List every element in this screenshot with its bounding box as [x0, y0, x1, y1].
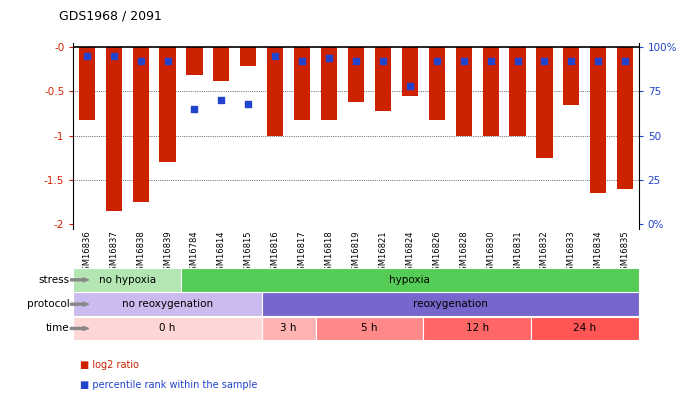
Text: GSM16838: GSM16838: [136, 231, 145, 277]
Text: GSM16784: GSM16784: [190, 231, 199, 276]
Point: [566, 58, 577, 64]
Bar: [375, 47, 391, 111]
Text: GSM16816: GSM16816: [271, 231, 280, 276]
Point: [485, 58, 496, 64]
Bar: [262, 292, 639, 316]
Text: reoxygenation: reoxygenation: [413, 299, 488, 309]
Bar: [240, 47, 256, 66]
Point: [297, 58, 308, 64]
Bar: [186, 47, 202, 75]
Text: hypoxia: hypoxia: [389, 275, 430, 285]
Bar: [429, 47, 445, 120]
Text: GSM16830: GSM16830: [486, 231, 495, 276]
Point: [162, 58, 173, 64]
Text: GSM16824: GSM16824: [406, 231, 415, 276]
Text: 3 h: 3 h: [281, 324, 297, 333]
Point: [216, 97, 227, 103]
Text: time: time: [46, 324, 70, 333]
Bar: [536, 47, 553, 158]
Text: GSM16828: GSM16828: [459, 231, 468, 276]
Bar: [456, 47, 472, 136]
Text: 24 h: 24 h: [573, 324, 596, 333]
Point: [404, 83, 415, 89]
Text: protocol: protocol: [27, 299, 70, 309]
Bar: [563, 47, 579, 104]
Bar: [73, 317, 262, 340]
Text: no reoxygenation: no reoxygenation: [122, 299, 213, 309]
Point: [323, 54, 334, 61]
Text: GSM16834: GSM16834: [594, 231, 603, 276]
Bar: [262, 317, 315, 340]
Text: GSM16836: GSM16836: [82, 231, 91, 277]
Bar: [510, 47, 526, 136]
Bar: [294, 47, 310, 120]
Bar: [73, 268, 181, 292]
Bar: [73, 292, 262, 316]
Bar: [482, 47, 498, 136]
Bar: [402, 47, 418, 96]
Text: GSM16831: GSM16831: [513, 231, 522, 276]
Point: [539, 58, 550, 64]
Point: [593, 58, 604, 64]
Bar: [159, 47, 176, 162]
Text: 12 h: 12 h: [466, 324, 489, 333]
Point: [512, 58, 523, 64]
Point: [243, 100, 254, 107]
Text: ■ percentile rank within the sample: ■ percentile rank within the sample: [80, 380, 258, 390]
Text: 5 h: 5 h: [361, 324, 378, 333]
Bar: [348, 47, 364, 102]
Point: [431, 58, 443, 64]
Text: GSM16819: GSM16819: [352, 231, 360, 276]
Bar: [423, 317, 531, 340]
Bar: [181, 268, 639, 292]
Bar: [214, 47, 230, 81]
Bar: [133, 47, 149, 202]
Text: GSM16814: GSM16814: [217, 231, 226, 276]
Bar: [321, 47, 337, 120]
Text: GSM16837: GSM16837: [109, 231, 118, 277]
Point: [620, 58, 631, 64]
Bar: [79, 47, 95, 120]
Bar: [105, 47, 121, 211]
Bar: [315, 317, 423, 340]
Point: [108, 53, 119, 59]
Point: [269, 53, 281, 59]
Text: no hypoxia: no hypoxia: [98, 275, 156, 285]
Text: GSM16833: GSM16833: [567, 231, 576, 277]
Text: 0 h: 0 h: [159, 324, 176, 333]
Point: [81, 53, 92, 59]
Text: GDS1968 / 2091: GDS1968 / 2091: [59, 9, 162, 22]
Text: stress: stress: [38, 275, 70, 285]
Text: GSM16839: GSM16839: [163, 231, 172, 276]
Text: GSM16817: GSM16817: [297, 231, 306, 276]
Text: GSM16818: GSM16818: [325, 231, 334, 276]
Text: ■ log2 ratio: ■ log2 ratio: [80, 360, 140, 369]
Text: GSM16821: GSM16821: [378, 231, 387, 276]
Point: [189, 106, 200, 112]
Text: GSM16832: GSM16832: [540, 231, 549, 276]
Text: GSM16815: GSM16815: [244, 231, 253, 276]
Point: [458, 58, 469, 64]
Text: GSM16826: GSM16826: [432, 231, 441, 276]
Bar: [267, 47, 283, 136]
Point: [135, 58, 146, 64]
Bar: [591, 47, 607, 193]
Bar: [531, 317, 639, 340]
Bar: [617, 47, 633, 189]
Text: GSM16835: GSM16835: [621, 231, 630, 276]
Point: [350, 58, 362, 64]
Point: [378, 58, 389, 64]
